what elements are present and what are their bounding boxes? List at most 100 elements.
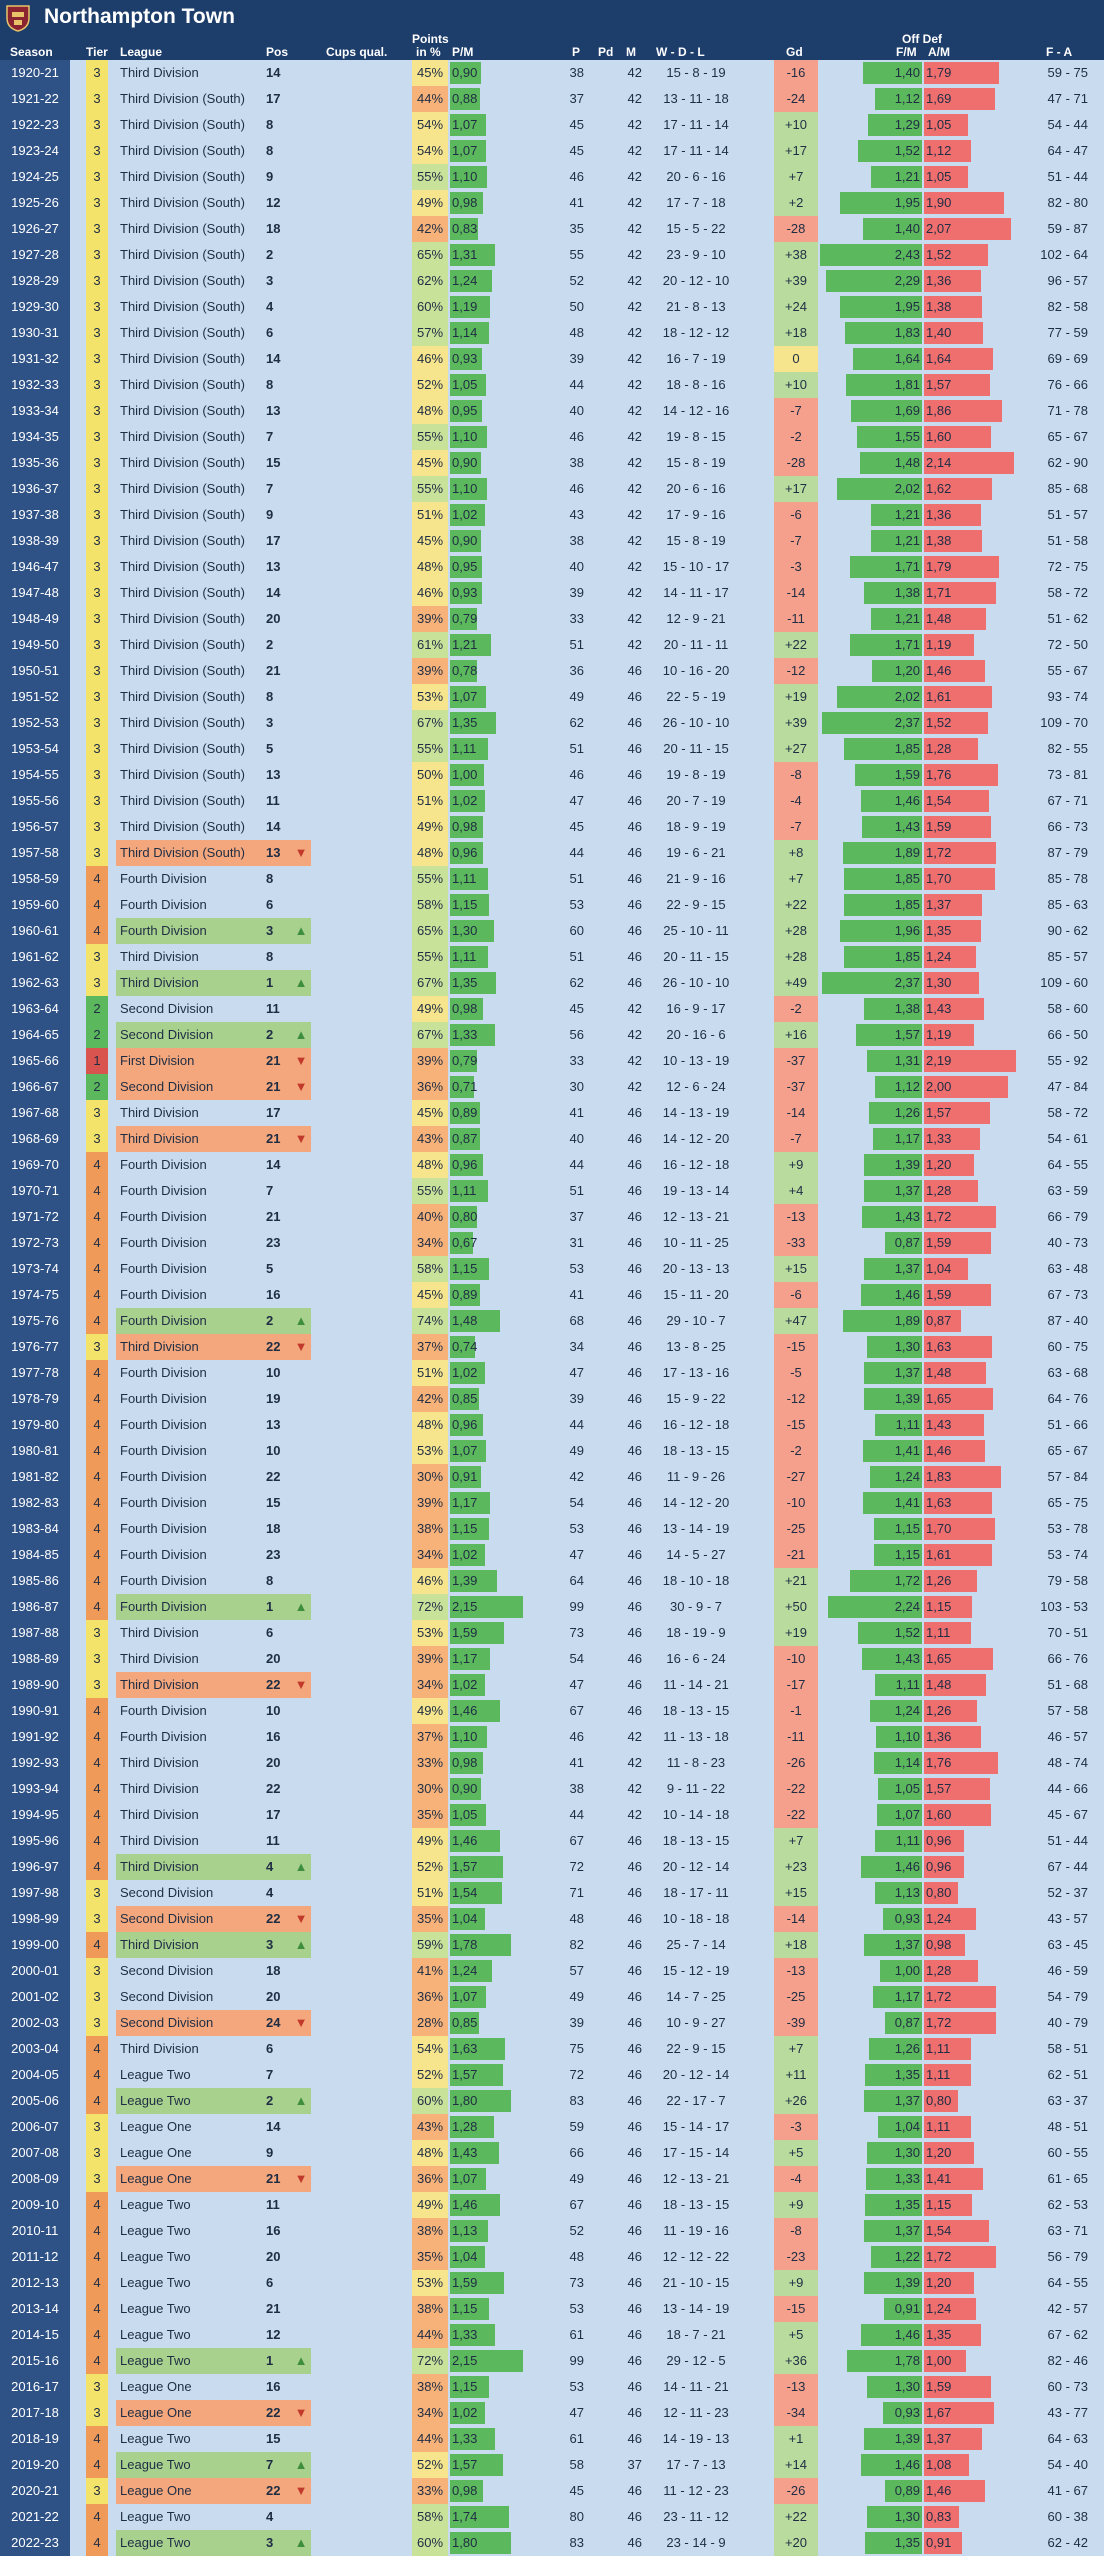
table-row: 1968-69 3 Third Division 21 ▼ 43% 0,87 40 46 14 -… [0, 1126, 1104, 1152]
goals-for-against-cell: 102 - 64 [1040, 247, 1088, 262]
matches-cell: 42 [627, 1781, 642, 1796]
win-draw-loss-cell: 22 - 17 - 7 [666, 2093, 726, 2108]
league-cell: Third Division [120, 1105, 199, 1120]
points-per-match-bar [450, 2480, 483, 2502]
season-cell: 1963-64 [0, 996, 70, 1022]
goals-for-per-match-bar [843, 842, 922, 864]
table-row: 2008-09 3 League One 21 ▼ 36% 1,07 49 46 12 - 13 … [0, 2166, 1104, 2192]
win-draw-loss-cell: 20 - 11 - 15 [663, 949, 729, 964]
goals-against-per-match-bar [924, 1518, 995, 1540]
tier-cell: 4 [86, 892, 108, 918]
points-deducted-cell [590, 528, 614, 554]
goals-for-against-cell: 48 - 74 [1047, 1755, 1088, 1770]
points-per-match-cell: 1,74 [452, 2509, 478, 2524]
points-deducted-cell [590, 2036, 614, 2062]
goals-against-per-match-cell: 1,15 [926, 1599, 952, 1614]
points-deducted-cell [590, 1178, 614, 1204]
goals-for-per-match-bar [822, 972, 922, 994]
points-per-match-cell: 0,89 [452, 1287, 478, 1302]
goals-for-per-match-bar [860, 452, 922, 474]
goals-for-against-cell: 57 - 84 [1047, 1469, 1088, 1484]
league-cell: Fourth Division [116, 918, 311, 944]
goals-against-per-match-cell: 1,61 [926, 1547, 952, 1562]
goals-for-per-match-cell: 1,13 [894, 1885, 920, 1900]
tier-cell: 4 [86, 1854, 108, 1880]
points-per-match-bar [450, 1570, 497, 1592]
matches-cell: 46 [627, 2509, 642, 2524]
goals-against-per-match-bar [924, 1076, 1008, 1098]
goal-difference-cell: +26 [774, 2088, 818, 2114]
points-percent-cell: 72% [412, 1594, 448, 1620]
points-per-match-cell: 0,90 [452, 65, 478, 80]
points-per-match-bar [450, 868, 488, 890]
goal-difference-cell: +22 [774, 892, 818, 918]
goals-for-per-match-bar [871, 608, 922, 630]
goals-against-per-match-cell: 0,80 [926, 1885, 952, 1900]
league-cell: League Two [120, 2509, 191, 2524]
goals-for-against-cell: 67 - 73 [1047, 1287, 1088, 1302]
table-row: 1938-39 3 Third Division (South) 17 45% 0,90 3… [0, 528, 1104, 554]
goal-difference-cell: +9 [774, 1152, 818, 1178]
goals-for-against-cell: 45 - 67 [1047, 1807, 1088, 1822]
win-draw-loss-cell: 10 - 16 - 20 [662, 663, 730, 678]
goals-for-against-cell: 93 - 74 [1047, 689, 1088, 704]
goal-difference-cell: -21 [774, 1542, 818, 1568]
goal-difference-cell: +20 [774, 2530, 818, 2556]
league-cell: Third Division (South) [120, 117, 245, 132]
table-row: 2009-10 4 League Two 11 49% 1,46 67 46 18 - 13 -… [0, 2192, 1104, 2218]
points-per-match-bar [450, 426, 487, 448]
points-deducted-cell [590, 1828, 614, 1854]
tier-cell: 3 [86, 294, 108, 320]
tier-cell: 3 [86, 710, 108, 736]
tier-cell: 4 [86, 1490, 108, 1516]
points-deducted-cell [590, 60, 614, 86]
header-league: League [120, 45, 163, 59]
points-deducted-cell [590, 1880, 614, 1906]
league-cell: Fourth Division [120, 1703, 207, 1718]
win-draw-loss-cell: 17 - 13 - 16 [662, 1365, 730, 1380]
relegated-icon: ▼ [294, 845, 308, 860]
league-cell: Third Division (South) [120, 767, 245, 782]
points-cell: 39 [569, 1391, 584, 1406]
points-per-match-bar [450, 790, 485, 812]
league-cell: Fourth Division [116, 1308, 311, 1334]
goals-for-per-match-cell: 2,37 [894, 715, 920, 730]
tier-cell: 4 [86, 2530, 108, 2556]
season-cell: 1953-54 [0, 736, 70, 762]
points-per-match-bar [450, 296, 490, 318]
goals-for-against-cell: 44 - 66 [1047, 1781, 1088, 1796]
matches-cell: 46 [627, 1599, 642, 1614]
goals-for-against-cell: 43 - 77 [1047, 2405, 1088, 2420]
league-cell: First Division [116, 1048, 311, 1074]
points-percent-cell: 65% [412, 918, 448, 944]
goals-against-per-match-bar [924, 1466, 1001, 1488]
goals-for-per-match-cell: 1,11 [895, 1417, 920, 1432]
points-cell: 38 [569, 65, 584, 80]
goals-against-per-match-cell: 1,90 [926, 195, 952, 210]
goals-for-against-cell: 63 - 71 [1047, 2223, 1088, 2238]
goals-against-per-match-cell: 1,43 [926, 1001, 952, 1016]
goals-against-per-match-bar [924, 2480, 985, 2502]
table-row: 1991-92 4 Fourth Division 16 37% 1,10 46 42 11 -… [0, 1724, 1104, 1750]
promoted-icon: ▲ [294, 2457, 308, 2472]
points-percent-cell: 34% [412, 1542, 448, 1568]
goals-against-per-match-bar [924, 1648, 993, 1670]
goals-for-per-match-cell: 1,21 [894, 169, 920, 184]
matches-cell: 46 [627, 2431, 642, 2446]
position-cell: 23 [266, 1235, 281, 1250]
goals-for-per-match-bar [840, 192, 922, 214]
goals-against-per-match-cell: 1,57 [926, 1781, 952, 1796]
table-row: 1962-63 3 Third Division 1 ▲ 67% 1,35 62 46 26 - … [0, 970, 1104, 996]
league-cell: Fourth Division [120, 1417, 207, 1432]
table-row: 2010-11 4 League Two 16 38% 1,13 52 46 11 - 19 -… [0, 2218, 1104, 2244]
goals-for-per-match-cell: 1,46 [894, 1859, 920, 1874]
league-cell: Third Division (South) [120, 169, 245, 184]
tier-cell: 3 [86, 190, 108, 216]
goal-difference-cell: -14 [774, 1100, 818, 1126]
position-cell: 8 [266, 143, 274, 158]
goals-against-per-match-cell: 1,11 [926, 2067, 951, 2082]
points-cell: 80 [569, 2509, 584, 2524]
goals-for-per-match-bar [865, 2194, 922, 2216]
points-per-match-bar [450, 2142, 499, 2164]
